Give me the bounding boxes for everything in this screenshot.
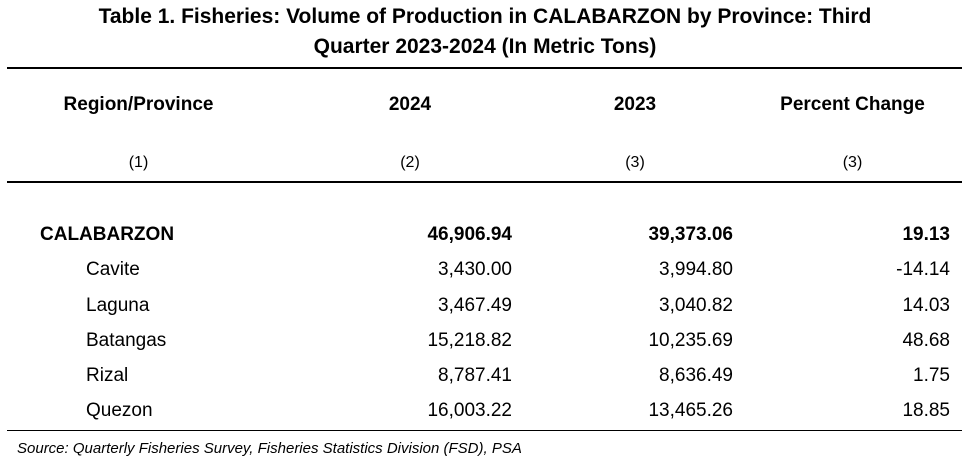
row-value-2023: 3,994.80 [659,259,733,280]
row-percent-change: -14.14 [896,259,950,280]
row-name-calabarzon: CALABARZON [40,224,175,245]
row-name-batangas: Batangas [86,330,167,351]
row-value-2024: 16,003.22 [427,400,512,421]
header-2023: 2023 [613,94,657,115]
table-title-line-1: Table 1. Fisheries: Volume of Production… [98,5,872,28]
row-value-2023: 13,465.26 [648,400,733,421]
row-value-2024: 15,218.82 [427,330,512,351]
header-percent-change: Percent Change [780,94,925,115]
header-2024: 2024 [388,94,432,115]
row-percent-change: 1.75 [913,365,950,386]
bottom-rule [7,430,962,431]
column-number-2: (2) [400,154,420,171]
header-rule [7,181,962,183]
column-number-3: (3) [625,154,645,171]
table-title: Table 1. Fisheries: Volume of Production… [0,2,970,62]
row-value-2024: 3,467.49 [438,295,512,316]
row-name-quezon: Quezon [86,400,153,421]
row-percent-change: 14.03 [902,295,950,316]
top-rule [7,67,962,69]
header-region-province: Region/Province [63,94,214,115]
row-percent-change: 48.68 [902,330,950,351]
row-value-2023: 3,040.82 [659,295,733,316]
row-percent-change: 18.85 [902,400,950,421]
column-number-1: (1) [128,154,149,171]
row-name-laguna: Laguna [86,295,150,316]
row-percent-change: 19.13 [902,224,950,245]
row-value-2023: 10,235.69 [648,330,733,351]
table-title-line-2: Quarter 2023-2024 (In Metric Tons) [313,35,657,58]
source-note: Source: Quarterly Fisheries Survey, Fish… [17,440,522,457]
column-number-4: (3) [842,154,863,171]
row-value-2024: 46,906.94 [427,224,512,245]
row-name-rizal: Rizal [86,365,129,386]
row-value-2023: 8,636.49 [659,365,733,386]
row-value-2024: 8,787.41 [438,365,512,386]
row-value-2024: 3,430.00 [438,259,512,280]
row-name-cavite: Cavite [86,259,140,280]
row-value-2023: 39,373.06 [648,224,733,245]
